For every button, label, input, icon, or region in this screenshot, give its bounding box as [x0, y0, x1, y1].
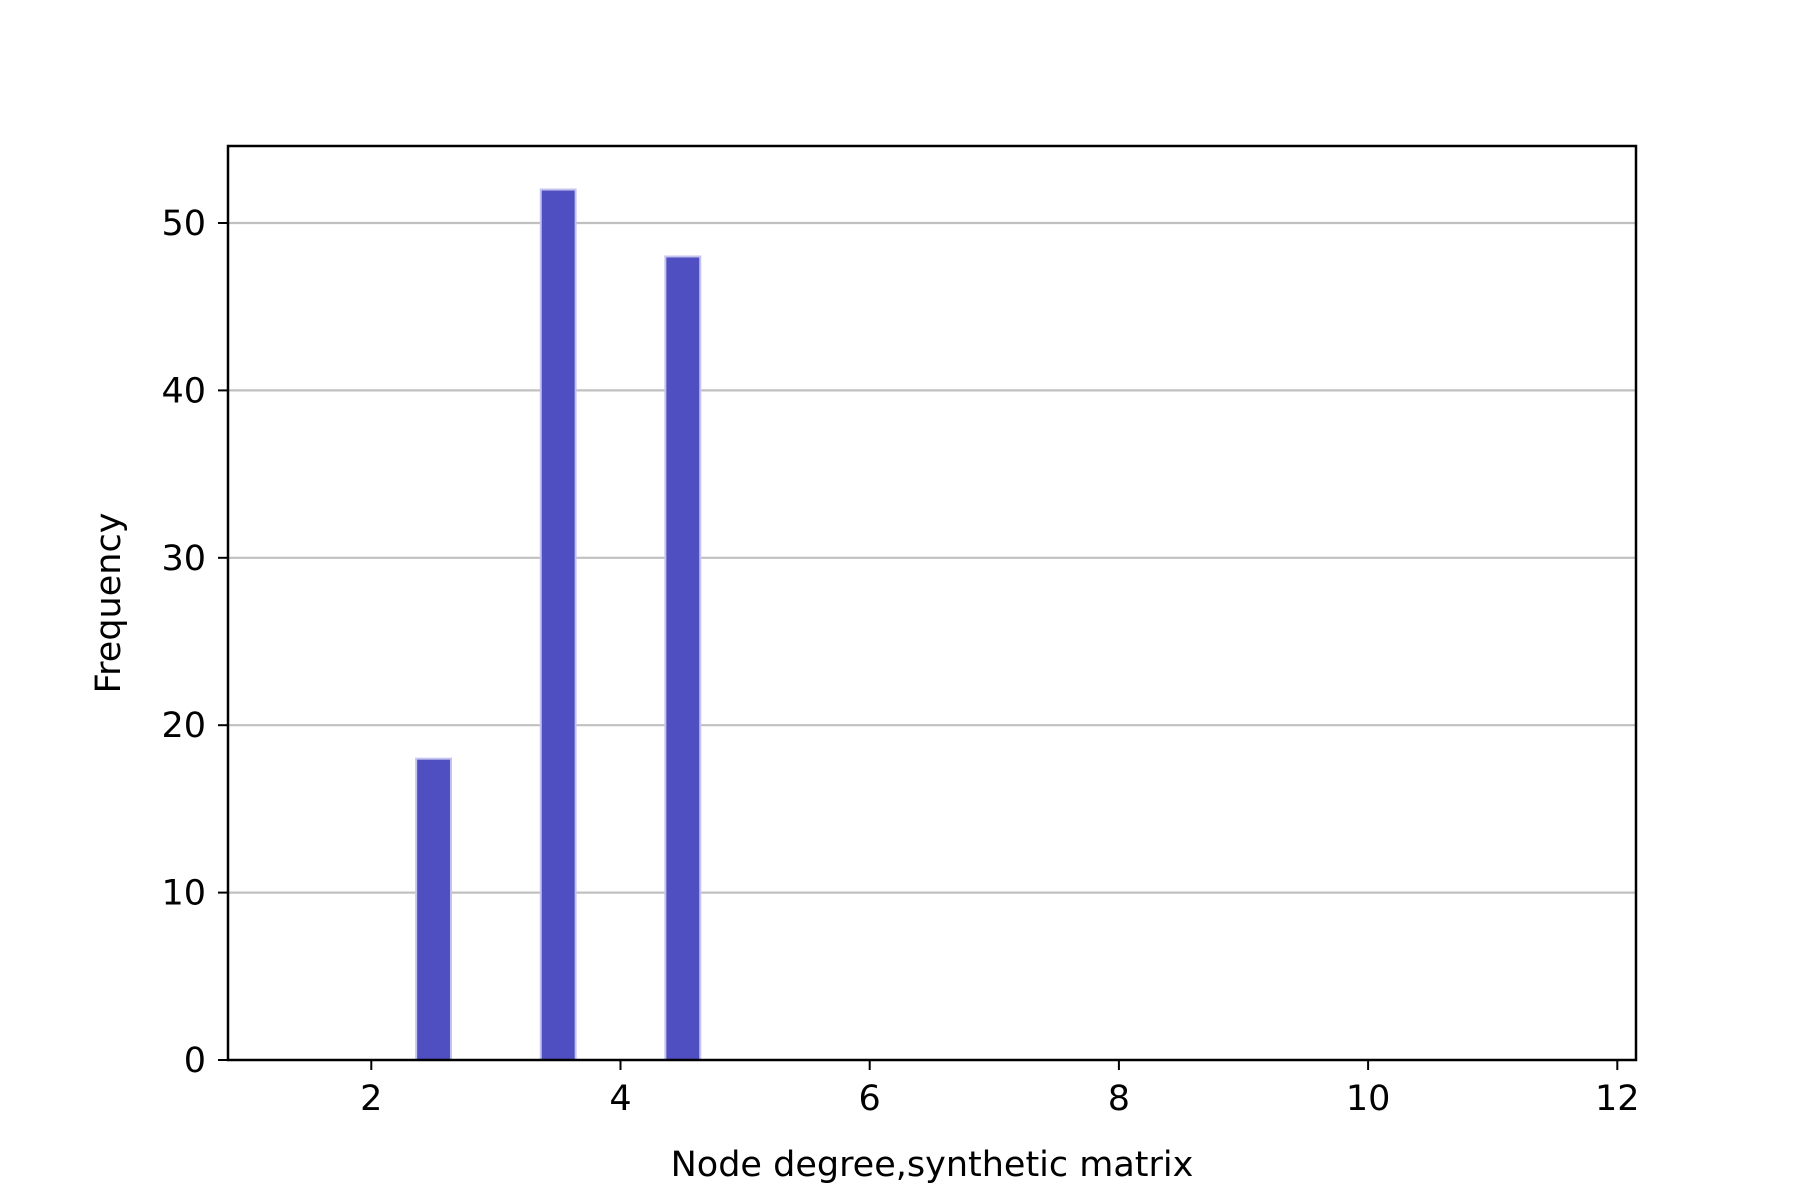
y-tick-label-3: 30 — [161, 539, 206, 579]
x-axis-label: Node degree,synthetic matrix — [671, 1145, 1194, 1185]
x-tick-label-1: 4 — [609, 1079, 631, 1119]
plot-frame — [226, 144, 1638, 1062]
x-tick-label-4: 10 — [1346, 1079, 1391, 1119]
y-grid — [228, 221, 1636, 894]
x-ticks: 2 4 6 8 10 12 — [360, 1060, 1640, 1119]
bar-1 — [539, 188, 577, 1061]
x-tick-label-5: 12 — [1595, 1079, 1640, 1119]
y-ticks: 0 10 20 30 40 50 — [161, 204, 228, 1081]
y-tick-label-0: 0 — [184, 1041, 206, 1081]
y-tick-label-5: 50 — [161, 204, 206, 244]
x-tick-label-3: 8 — [1108, 1079, 1130, 1119]
bar-0 — [415, 757, 453, 1062]
y-tick-label-2: 20 — [161, 706, 206, 746]
x-tick-label-0: 2 — [360, 1079, 382, 1119]
y-tick-label-1: 10 — [161, 874, 206, 914]
x-tick-label-2: 6 — [859, 1079, 881, 1119]
y-axis-label: Frequency — [89, 513, 129, 694]
y-tick-label-4: 40 — [161, 371, 206, 411]
bars — [415, 188, 702, 1062]
bar-2 — [664, 255, 702, 1061]
